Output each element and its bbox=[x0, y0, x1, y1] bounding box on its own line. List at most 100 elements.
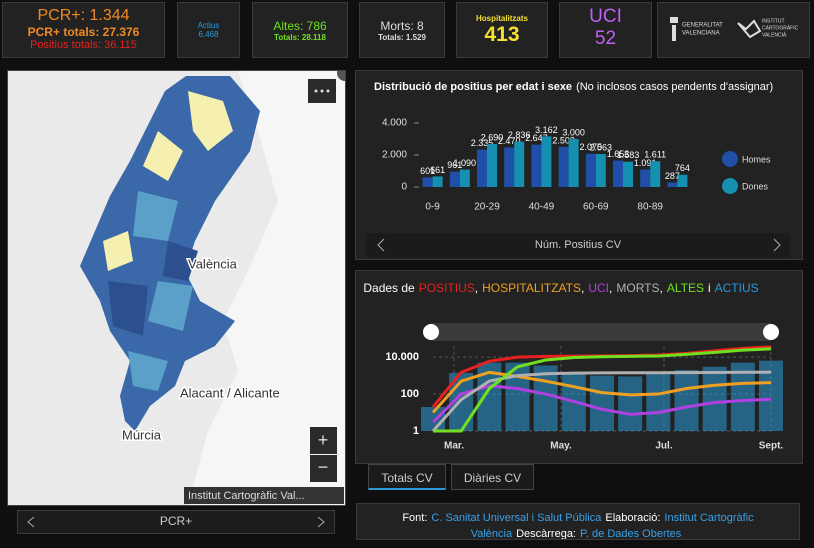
logo-icon bbox=[737, 19, 762, 39]
bar bbox=[432, 176, 443, 187]
x-tick-label: 0-9 bbox=[425, 202, 440, 213]
legend-entry: ACTIUS bbox=[715, 281, 759, 295]
value-label: 1.611 bbox=[644, 150, 666, 160]
value-label: 1.090 bbox=[454, 158, 477, 168]
bar bbox=[702, 366, 727, 431]
kpi-value: Altes: 786 bbox=[273, 19, 327, 33]
zoom-out[interactable] bbox=[310, 455, 337, 482]
kpi-total: Totals: 1.529 bbox=[378, 33, 426, 42]
x-tick-label: Jul. bbox=[655, 441, 672, 452]
slider-handle[interactable] bbox=[423, 324, 439, 340]
legend-entry: HOSPITALITZATS bbox=[482, 281, 581, 295]
next-arrow[interactable] bbox=[773, 238, 781, 252]
sea bbox=[188, 71, 345, 505]
kpi-total: Positius totals: 36.115 bbox=[30, 39, 137, 51]
logo-text: INSTITUT bbox=[762, 18, 785, 24]
region-low bbox=[103, 91, 233, 271]
value-label: 764 bbox=[675, 163, 690, 173]
attribution: Institut Cartogràfic Val... bbox=[188, 490, 305, 502]
bar bbox=[674, 370, 699, 431]
series-line bbox=[431, 370, 772, 414]
nav-bar bbox=[366, 233, 790, 257]
value-label: 601 bbox=[420, 166, 435, 176]
chart-title: Distribució de positius per edat i sexe (… bbox=[374, 81, 773, 93]
bar bbox=[730, 362, 755, 431]
kpi-total: PCR+ totals: 27.376 bbox=[27, 25, 140, 39]
value-label: 1.091 bbox=[634, 158, 657, 168]
source-label: Descàrrega: bbox=[516, 528, 576, 540]
region-high bbox=[108, 241, 198, 336]
title: Distribució de positius per edat i sexe bbox=[374, 81, 572, 93]
x-tick-label: 40-49 bbox=[529, 202, 555, 213]
title-prefix: Dades de bbox=[363, 281, 415, 295]
slider-handle[interactable] bbox=[763, 324, 779, 340]
value-label: 1.583 bbox=[617, 150, 640, 160]
bar bbox=[667, 182, 678, 187]
logo-icon bbox=[670, 17, 678, 41]
bar bbox=[477, 149, 487, 187]
value-label: 2.647 bbox=[525, 133, 548, 143]
value-label: 2.502 bbox=[552, 135, 575, 145]
kpi-hospital: Hospitalitzats 413 bbox=[456, 2, 548, 58]
x-tick-label: May. bbox=[550, 441, 572, 452]
y-tick-label: 2.000 bbox=[382, 150, 407, 161]
value-label: 2.470 bbox=[498, 136, 521, 146]
series-line bbox=[433, 347, 772, 433]
tab[interactable]: Totals CV bbox=[368, 464, 446, 490]
x-tick-label: 80-89 bbox=[637, 202, 663, 213]
y-tick-label: 0 bbox=[401, 182, 407, 193]
series-line bbox=[431, 370, 772, 433]
menu-dot bbox=[314, 89, 318, 93]
kpi-value: 413 bbox=[484, 23, 520, 46]
kpi-total: Totals: 28.118 bbox=[274, 33, 326, 42]
bar bbox=[595, 153, 606, 187]
source: Font: C. Sanitat Universal i Salut Públic… bbox=[356, 503, 800, 540]
legend-label: Dones bbox=[742, 181, 769, 191]
bar bbox=[558, 146, 569, 187]
value-label: 2.075 bbox=[580, 142, 603, 152]
x-tick-label: 60-69 bbox=[583, 202, 609, 213]
legend-marker bbox=[722, 151, 738, 167]
zoom-in[interactable] bbox=[310, 427, 337, 454]
value-label: 2.836 bbox=[508, 130, 531, 140]
value-label: 3.162 bbox=[535, 125, 558, 135]
logo-text: GENERALITAT bbox=[682, 23, 723, 29]
value-label: 2.335 bbox=[471, 138, 494, 148]
value-label: 287 bbox=[665, 171, 680, 181]
chart-title: Dades de POSITIUS, HOSPITALITZATS, UCI, MORT… bbox=[363, 281, 758, 295]
tab[interactable]: Diàries CV bbox=[451, 464, 534, 490]
kpi-value: 52 bbox=[594, 28, 617, 49]
bar bbox=[568, 139, 579, 187]
prev-arrow[interactable] bbox=[377, 238, 385, 252]
kpi-icu: UCI 52 bbox=[559, 2, 652, 58]
bar bbox=[514, 141, 525, 187]
legend-entry: MORTS bbox=[616, 281, 659, 295]
title-joiner: , bbox=[659, 281, 662, 295]
x-tick-label: 20-29 bbox=[474, 202, 500, 213]
prev-arrow[interactable] bbox=[27, 516, 35, 528]
bar bbox=[618, 376, 643, 431]
bar bbox=[541, 136, 552, 187]
logo-art: GENERALITAT VALENCIANA INSTITUT CARTOGRÀ… bbox=[670, 17, 799, 41]
bar bbox=[449, 171, 460, 187]
line-chart: Dades de POSITIUS, HOSPITALITZATS, UCI, MORT… bbox=[355, 270, 803, 464]
logos: GENERALITAT VALENCIANA INSTITUT CARTOGRÀ… bbox=[657, 2, 810, 58]
series-line bbox=[431, 384, 772, 424]
bar bbox=[585, 153, 596, 187]
kpi-active: Actius 6.468 bbox=[177, 2, 240, 58]
map[interactable]: València Alacant / Alicante Múrcia + − I… bbox=[7, 65, 353, 506]
place-label: Alacant / Alicante bbox=[180, 385, 280, 400]
next-arrow[interactable] bbox=[317, 516, 325, 528]
source-link: Institut Cartogràfic València bbox=[470, 512, 754, 540]
zoom-in-label: + bbox=[318, 430, 329, 450]
kpi-deaths: Morts: 8 Totals: 1.529 bbox=[359, 2, 445, 58]
source-link: P. de Dades Obertes bbox=[580, 528, 682, 540]
range-slider[interactable] bbox=[431, 323, 771, 341]
bar bbox=[590, 375, 614, 431]
bar bbox=[640, 169, 651, 187]
bar bbox=[531, 144, 542, 187]
source-link: C. Sanitat Universal i Salut Pública bbox=[431, 512, 602, 524]
title-joiner: i bbox=[708, 281, 711, 295]
logo-text: VALENCIÀ bbox=[762, 31, 787, 38]
